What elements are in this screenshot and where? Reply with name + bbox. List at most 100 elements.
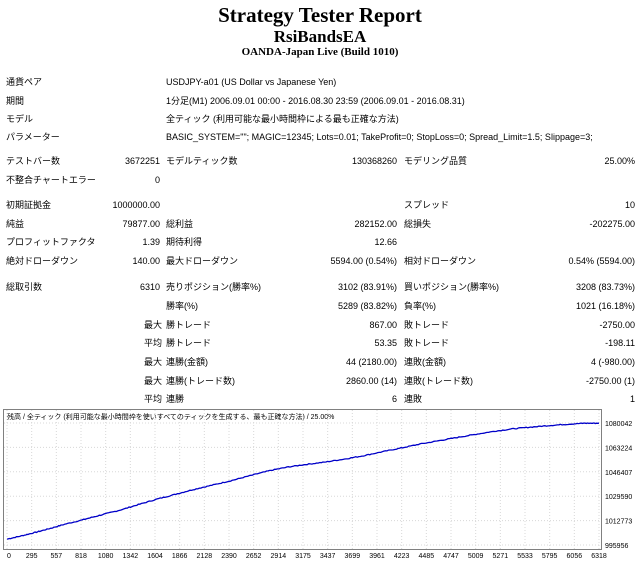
x-tick-label: 1080 bbox=[98, 553, 114, 559]
largest-profit-label: 勝トレード bbox=[166, 320, 212, 330]
x-tick-label: 5271 bbox=[493, 553, 509, 559]
ticks-value: 130368260 bbox=[351, 156, 397, 166]
gross-loss-value: -202275.00 bbox=[589, 219, 635, 229]
avg-consecutive-losses-value: 1 bbox=[629, 394, 635, 404]
params-value: BASIC_SYSTEM=""; MAGIC=12345; Lots=0.01;… bbox=[166, 132, 593, 142]
params-label: パラメーター bbox=[6, 132, 60, 142]
average-profit-value: 53.35 bbox=[374, 338, 397, 348]
deposit-value: 1000000.00 bbox=[112, 200, 160, 210]
spread-value: 10 bbox=[624, 200, 635, 210]
spread-label: スプレッド bbox=[404, 200, 450, 210]
period-value: 1分足(M1) 2006.09.01 00:00 - 2016.08.30 23… bbox=[166, 96, 465, 106]
profit-factor-label: プロフィットファクタ bbox=[6, 237, 96, 247]
x-tick-label: 4223 bbox=[394, 553, 410, 559]
x-tick-label: 295 bbox=[26, 553, 38, 559]
x-tick-label: 2390 bbox=[221, 553, 237, 559]
loss-trades-value: 1021 (16.18%) bbox=[575, 301, 635, 311]
short-positions-value: 3102 (83.91%) bbox=[337, 282, 397, 292]
max-consecutive-wins-label: 連勝(金額) bbox=[166, 357, 208, 367]
avg-consecutive-wins-label: 連勝 bbox=[166, 394, 185, 404]
mismatch-value: 0 bbox=[154, 175, 160, 185]
x-tick-label: 1604 bbox=[147, 553, 163, 559]
x-tick-label: 2914 bbox=[271, 553, 287, 559]
absolute-drawdown-value: 140.00 bbox=[132, 256, 160, 266]
y-tick-label: 995956 bbox=[605, 543, 628, 550]
profit-trades-value: 5289 (83.82%) bbox=[337, 301, 397, 311]
total-trades-label: 総取引数 bbox=[6, 282, 43, 292]
max-consecutive-losses-value: 4 (-980.00) bbox=[590, 357, 635, 367]
largest-profit-value: 867.00 bbox=[369, 320, 397, 330]
y-tick-label: 1012773 bbox=[605, 519, 632, 526]
y-tick-label: 1029590 bbox=[605, 494, 632, 501]
expected-payoff-label: 期待利得 bbox=[166, 237, 203, 247]
x-tick-label: 557 bbox=[50, 553, 62, 559]
largest-label: 最大 bbox=[144, 320, 163, 330]
relative-drawdown-value: 0.54% (5594.00) bbox=[568, 256, 635, 266]
profit-factor-value: 1.39 bbox=[142, 237, 160, 247]
gross-profit-value: 282152.00 bbox=[354, 219, 397, 229]
symbol-label: 通貨ペア bbox=[6, 77, 43, 87]
model-value: 全ティック (利用可能な最小時間枠による最も正確な方法) bbox=[166, 114, 399, 124]
largest-loss-value: -2750.00 bbox=[599, 320, 635, 330]
chart-caption: 残高 / 全ティック (利用可能な最小時間枠を使いすべてのティックを生成する、最… bbox=[7, 412, 334, 421]
x-tick-label: 0 bbox=[7, 553, 11, 559]
y-tick-label: 1080042 bbox=[605, 421, 632, 428]
expected-payoff-value: 12.66 bbox=[374, 237, 397, 247]
short-positions-label: 売りポジション(勝率%) bbox=[166, 282, 261, 292]
period-label: 期間 bbox=[6, 96, 25, 106]
y-tick-label: 1046407 bbox=[605, 470, 632, 477]
y-tick-label: 1063224 bbox=[605, 445, 632, 452]
max-consecutive-wins-value: 44 (2180.00) bbox=[345, 357, 397, 367]
long-positions-value: 3208 (83.73%) bbox=[575, 282, 635, 292]
avg-consecutive-wins-value: 6 bbox=[391, 394, 397, 404]
balance-line bbox=[6, 422, 600, 540]
x-tick-label: 1866 bbox=[172, 553, 188, 559]
x-tick-label: 4747 bbox=[443, 553, 459, 559]
x-tick-label: 5533 bbox=[517, 553, 533, 559]
x-tick-label: 1342 bbox=[123, 553, 139, 559]
average-loss-value: -198.11 bbox=[605, 338, 635, 348]
x-tick-label: 3699 bbox=[345, 553, 361, 559]
max-consecutive-losses-label: 連敗(金額) bbox=[404, 357, 446, 367]
long-positions-label: 買いポジション(勝率%) bbox=[404, 282, 499, 292]
server-build: OANDA-Japan Live (Build 1010) bbox=[241, 46, 399, 58]
bars-label: テストバー数 bbox=[6, 156, 61, 166]
maximal-label: 最大 bbox=[144, 376, 163, 386]
max-consecutive-profit-value: 2860.00 (14) bbox=[345, 376, 397, 386]
net-profit-value: 79877.00 bbox=[122, 219, 160, 229]
x-tick-label: 3175 bbox=[295, 553, 311, 559]
balance-chart: 残高 / 全ティック (利用可能な最小時間枠を使いすべてのティックを生成する、最… bbox=[3, 409, 632, 559]
x-tick-label: 2652 bbox=[246, 553, 262, 559]
x-tick-label: 6056 bbox=[567, 553, 583, 559]
average-profit-label: 勝トレード bbox=[166, 338, 212, 348]
avg-consecutive-losses-label: 連敗 bbox=[404, 394, 423, 404]
profit-trades-label: 勝率(%) bbox=[166, 301, 198, 311]
x-tick-label: 4485 bbox=[419, 553, 435, 559]
maximal-drawdown-value: 5594.00 (0.54%) bbox=[330, 256, 397, 266]
gross-loss-label: 総損失 bbox=[404, 219, 432, 229]
x-tick-label: 3961 bbox=[369, 553, 385, 559]
mismatch-label: 不整合チャートエラー bbox=[6, 175, 96, 185]
ticks-label: モデルティック数 bbox=[166, 156, 238, 166]
loss-trades-label: 負率(%) bbox=[404, 301, 436, 311]
x-tick-label: 5795 bbox=[542, 553, 558, 559]
net-profit-label: 純益 bbox=[6, 219, 25, 229]
max-consecutive-loss-value: -2750.00 (1) bbox=[585, 376, 635, 386]
maximal-drawdown-label: 最大ドローダウン bbox=[166, 256, 239, 266]
x-tick-label: 2128 bbox=[197, 553, 213, 559]
symbol-value: USDJPY-a01 (US Dollar vs Japanese Yen) bbox=[166, 77, 337, 87]
bars-value: 3672251 bbox=[124, 156, 160, 166]
deposit-label: 初期証拠金 bbox=[6, 200, 52, 210]
average-label: 平均 bbox=[144, 338, 163, 348]
gross-profit-label: 総利益 bbox=[166, 219, 194, 229]
relative-drawdown-label: 相対ドローダウン bbox=[404, 256, 477, 266]
x-tick-label: 818 bbox=[75, 553, 87, 559]
x-tick-label: 6318 bbox=[591, 553, 607, 559]
report-title: Strategy Tester Report bbox=[218, 3, 422, 27]
quality-value: 25.00% bbox=[604, 156, 635, 166]
average2-label: 平均 bbox=[144, 394, 163, 404]
absolute-drawdown-label: 絶対ドローダウン bbox=[6, 256, 79, 266]
largest-loss-label: 敗トレード bbox=[404, 320, 450, 330]
total-trades-value: 6310 bbox=[139, 282, 160, 292]
x-tick-label: 3437 bbox=[320, 553, 336, 559]
